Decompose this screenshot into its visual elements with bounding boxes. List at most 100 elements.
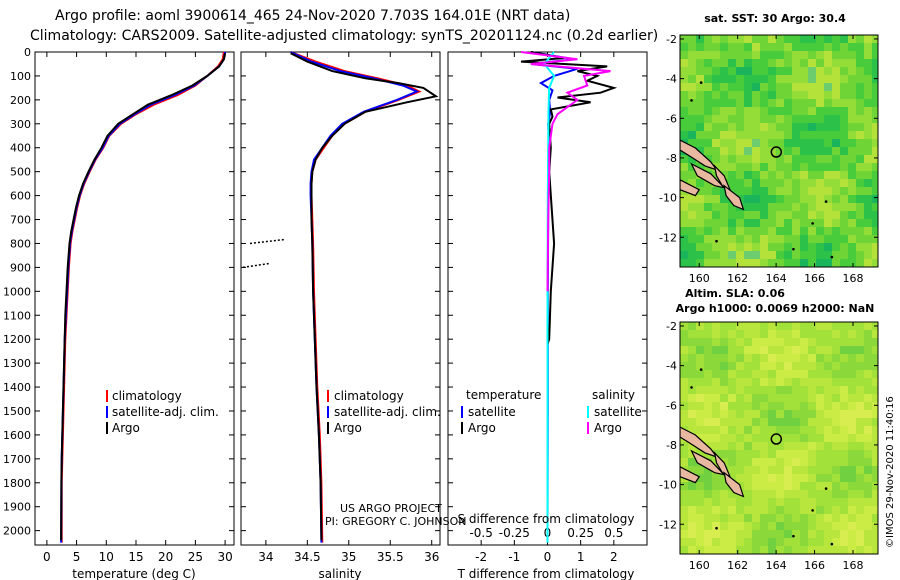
- map-cell: [744, 498, 752, 506]
- map-cell: [744, 506, 752, 514]
- map-cell: [744, 378, 752, 386]
- map-cell: [864, 522, 872, 530]
- map-cell: [784, 211, 792, 219]
- map-cell: [776, 386, 784, 394]
- map-cell: [736, 386, 744, 394]
- map-cell: [760, 203, 768, 211]
- map-cell: [840, 338, 848, 346]
- map-cell: [720, 51, 728, 59]
- map-cell: [792, 75, 800, 83]
- map-cell: [800, 506, 808, 514]
- map-cell: [752, 131, 760, 139]
- map-cell: [808, 410, 816, 418]
- map-cell: [872, 43, 878, 51]
- map-cell: [864, 139, 872, 147]
- map-cell: [744, 346, 752, 354]
- map-cell: [712, 490, 720, 498]
- map-cell: [816, 418, 824, 426]
- map-cell: [840, 458, 848, 466]
- map-cell: [856, 123, 864, 131]
- map-cell: [688, 163, 696, 171]
- map-cell: [680, 386, 688, 394]
- map-cell: [696, 426, 704, 434]
- map-cell: [840, 490, 848, 498]
- map-cell: [704, 243, 712, 251]
- map-cell: [832, 163, 840, 171]
- map-cell: [784, 386, 792, 394]
- map-cell: [848, 330, 856, 338]
- map-cell: [768, 195, 776, 203]
- map-cell: [832, 378, 840, 386]
- map-cell: [704, 51, 712, 59]
- map-cell: [864, 59, 872, 67]
- map-cell: [848, 67, 856, 75]
- map-cell: [840, 538, 848, 546]
- map-cell: [696, 51, 704, 59]
- map-cell: [760, 235, 768, 243]
- map-cell: [864, 179, 872, 187]
- map-cell: [840, 466, 848, 474]
- map-y-tick-label: -6: [666, 112, 677, 125]
- map-cell: [712, 426, 720, 434]
- map-cell: [768, 139, 776, 147]
- map-cell: [800, 91, 808, 99]
- map-cell: [784, 171, 792, 179]
- map-cell: [720, 378, 728, 386]
- map-cell: [688, 394, 696, 402]
- map-cell: [840, 259, 848, 267]
- map-cell: [832, 322, 840, 330]
- map-cell: [784, 362, 792, 370]
- map-cell: [784, 227, 792, 235]
- map-cell: [824, 195, 832, 203]
- map-cell: [736, 450, 744, 458]
- map-cell: [864, 386, 872, 394]
- map-cell: [872, 123, 878, 131]
- map-cell: [784, 506, 792, 514]
- map-cell: [824, 83, 832, 91]
- map-cell: [768, 43, 776, 51]
- map-cell: [872, 522, 878, 530]
- map-cell: [752, 139, 760, 147]
- map-cell: [872, 195, 878, 203]
- map-cell: [840, 354, 848, 362]
- map-cell: [840, 51, 848, 59]
- map-cell: [736, 322, 744, 330]
- map-cell: [768, 514, 776, 522]
- map-cell: [712, 378, 720, 386]
- map-cell: [768, 458, 776, 466]
- map-cell: [816, 91, 824, 99]
- map-cell: [840, 171, 848, 179]
- map-cell: [872, 227, 878, 235]
- map-cell: [688, 322, 696, 330]
- map-cell: [848, 354, 856, 362]
- map-cell: [800, 35, 808, 43]
- map-cell: [744, 482, 752, 490]
- map-cell: [752, 426, 760, 434]
- map-cell: [760, 490, 768, 498]
- map-cell: [704, 490, 712, 498]
- map-cell: [816, 43, 824, 51]
- map-cell: [856, 155, 864, 163]
- map-cell: [792, 123, 800, 131]
- map-cell: [832, 522, 840, 530]
- map-cell: [832, 474, 840, 482]
- map-cell: [760, 83, 768, 91]
- map-cell: [824, 123, 832, 131]
- map-cell: [824, 259, 832, 267]
- map-cell: [712, 195, 720, 203]
- map-cell: [800, 203, 808, 211]
- map-cell: [680, 530, 688, 538]
- map-cell: [792, 530, 800, 538]
- map-cell: [824, 482, 832, 490]
- map-cell: [832, 243, 840, 251]
- map-cell: [816, 59, 824, 67]
- map-cell: [728, 450, 736, 458]
- map-cell: [712, 187, 720, 195]
- map-cell: [752, 227, 760, 235]
- map-cell: [792, 538, 800, 546]
- profile-location-marker: [770, 146, 783, 158]
- islet-dot: [824, 200, 828, 203]
- map-cell: [840, 179, 848, 187]
- map-cell: [704, 466, 712, 474]
- map-cell: [688, 338, 696, 346]
